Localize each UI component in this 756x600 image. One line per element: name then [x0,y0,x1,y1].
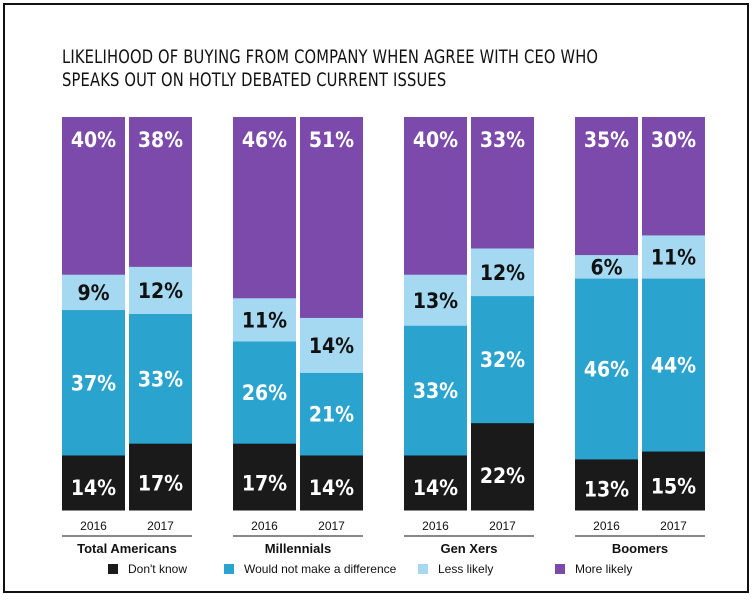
bar-boomers-2017-less_likely [642,234,705,279]
legend-swatch-less_likely [418,564,428,574]
bar-millennials-2016-dont_know [233,443,296,511]
data-label-millennials-2016-more_likely: 46% [242,128,287,152]
bar-boomers-2017-more_likely [642,117,705,236]
bar-boomers-2016-more_likely [575,117,638,256]
year-label-gen-xers-2016: 2016 [422,519,449,533]
bar-gen-xers-2016-more_likely [404,117,467,275]
legend-label-no_difference: Would not make a difference [244,562,397,576]
data-label-total-americans-2017-more_likely: 38% [138,128,183,152]
year-label-total-americans-2017: 2017 [147,519,174,533]
bar-total-americans-2016-more_likely [62,117,125,275]
data-label-millennials-2017-less_likely: 14% [309,334,354,358]
data-label-boomers-2017-more_likely: 30% [651,128,696,152]
legend-item-less_likely: Less likely [418,562,493,576]
data-label-boomers-2017-less_likely: 11% [651,246,696,270]
data-label-gen-xers-2016-no_difference: 33% [413,379,458,403]
data-label-gen-xers-2017-dont_know: 22% [480,464,525,488]
data-label-total-americans-2017-dont_know: 17% [138,472,183,496]
chart-title: Likelihood of buying from company when a… [62,46,599,91]
group-label-boomers: Boomers [612,541,668,556]
year-label-millennials-2017: 2017 [318,519,345,533]
data-label-gen-xers-2017-no_difference: 32% [480,348,525,372]
bar-total-americans-2017-less_likely [129,266,192,314]
group-label-millennials: Millennials [265,541,331,556]
data-label-boomers-2017-no_difference: 44% [651,354,696,378]
legend-label-less_likely: Less likely [438,562,494,576]
bar-gen-xers-2016-less_likely [404,274,467,326]
year-label-gen-xers-2017: 2017 [489,519,516,533]
data-label-boomers-2016-dont_know: 13% [584,478,629,502]
legend-label-more_likely: More likely [575,562,633,576]
data-label-millennials-2016-no_difference: 26% [242,381,287,405]
legend-item-no_difference: Would not make a difference [224,562,396,576]
bar-boomers-2017-dont_know [642,451,705,511]
year-label-boomers-2016: 2016 [593,519,620,533]
year-label-millennials-2016: 2016 [251,519,278,533]
data-label-gen-xers-2016-less_likely: 13% [413,289,458,313]
bar-total-americans-2016-dont_know [62,454,125,511]
data-label-boomers-2016-no_difference: 46% [584,358,629,382]
data-label-total-americans-2016-less_likely: 9% [77,281,109,305]
bar-total-americans-2017-dont_know [129,443,192,511]
data-label-total-americans-2016-more_likely: 40% [71,128,116,152]
bar-gen-xers-2017-more_likely [471,117,534,249]
legend-swatch-more_likely [555,564,565,574]
legend-item-more_likely: More likely [555,562,632,576]
bar-gen-xers-2016-dont_know [404,454,467,511]
data-label-total-americans-2017-no_difference: 33% [138,367,183,391]
year-label-total-americans-2016: 2016 [80,519,107,533]
legend-swatch-dont_know [108,564,118,574]
bar-millennials-2016-no_difference [233,341,296,444]
bar-total-americans-2017-more_likely [129,117,192,267]
bar-gen-xers-2017-dont_know [471,422,534,511]
bar-boomers-2016-dont_know [575,458,638,511]
legend-label-dont_know: Don't know [128,562,187,576]
data-label-gen-xers-2017-more_likely: 33% [480,128,525,152]
bar-total-americans-2016-no_difference [62,309,125,456]
legend-swatch-no_difference [224,564,234,574]
data-label-total-americans-2016-no_difference: 37% [71,371,116,395]
bar-boomers-2016-no_difference [575,278,638,460]
data-label-boomers-2016-more_likely: 35% [584,128,629,152]
bar-gen-xers-2017-less_likely [471,248,534,297]
group-label-total-americans: Total Americans [77,541,177,556]
bar-millennials-2017-no_difference [300,372,363,456]
bar-millennials-2017-more_likely [300,117,363,318]
bar-total-americans-2016-less_likely [62,274,125,311]
bar-millennials-2017-dont_know [300,454,363,511]
bar-boomers-2017-no_difference [642,278,705,452]
bar-millennials-2017-less_likely [300,317,363,373]
data-label-boomers-2017-dont_know: 15% [651,475,696,499]
data-label-gen-xers-2016-more_likely: 40% [413,128,458,152]
data-label-millennials-2016-dont_know: 17% [242,472,287,496]
bar-gen-xers-2017-no_difference [471,295,534,424]
bar-millennials-2016-less_likely [233,297,296,342]
data-label-millennials-2016-less_likely: 11% [242,308,287,332]
year-label-boomers-2017: 2017 [660,519,687,533]
data-label-millennials-2017-more_likely: 51% [309,128,354,152]
data-label-total-americans-2016-dont_know: 14% [71,476,116,500]
data-label-total-americans-2017-less_likely: 12% [138,279,183,303]
group-label-gen-xers: Gen Xers [440,541,497,556]
data-label-millennials-2017-dont_know: 14% [309,476,354,500]
data-label-gen-xers-2016-dont_know: 14% [413,476,458,500]
data-label-gen-xers-2017-less_likely: 12% [480,261,525,285]
stacked-bar-chart: 14% 37% 9% 40% 2016 17% 33% 12% 38% 2017 Total Ame… [62,117,705,556]
bar-millennials-2016-more_likely [233,117,296,299]
data-label-millennials-2017-no_difference: 21% [309,403,354,427]
bar-boomers-2016-less_likely [575,254,638,279]
bar-total-americans-2017-no_difference [129,313,192,444]
legend-item-dont_know: Don't know [108,562,187,576]
data-label-boomers-2016-less_likely: 6% [590,255,622,279]
bar-gen-xers-2016-no_difference [404,325,467,456]
legend: Don't know Would not make a difference Les… [0,562,756,582]
